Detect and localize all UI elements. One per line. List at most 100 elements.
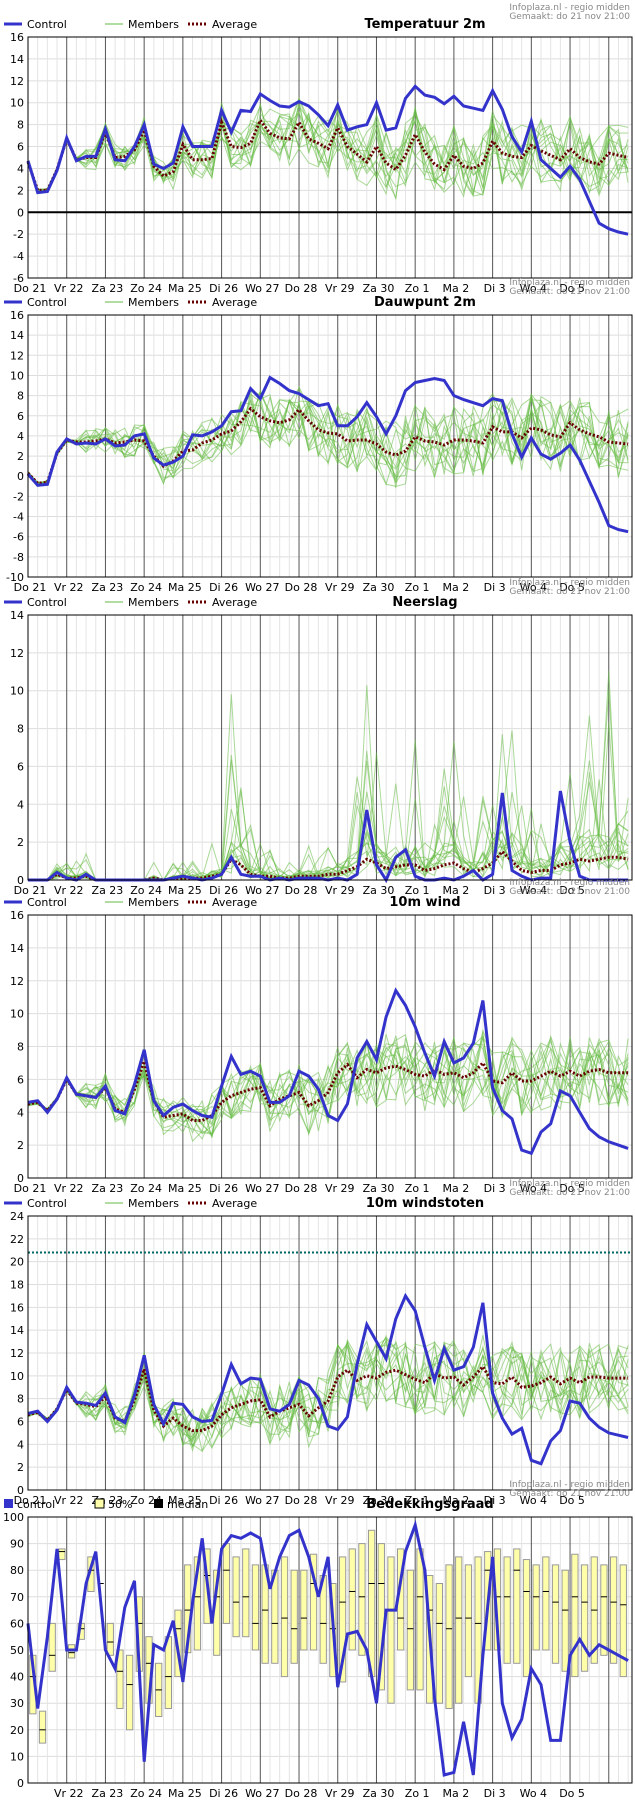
ensemble-member-line [27,1034,629,1132]
chart-panel: 0 10 20 30 40 50 60 70 80 90 100 Vr 22 Za 23 Zo 24 Ma … [3,1480,633,1800]
ensemble-member-line [27,1338,629,1449]
x-tick-label: Zo 24 [130,581,162,594]
legend-50pct-swatch [94,1498,105,1509]
box-50pct [48,1622,56,1672]
box-50pct [551,1564,560,1664]
box-50pct [358,1543,366,1656]
x-tick-label: Do 28 [285,1787,318,1800]
box-50pct [58,1548,66,1561]
y-tick-label: -6 [13,531,24,544]
box-50pct [367,1529,376,1678]
x-tick-label: Do 5 [559,884,585,897]
x-tick-label: Wo 4 [520,1494,547,1507]
box-50pct [222,1543,231,1624]
ensemble-member-line [27,119,629,200]
x-tick-label: Do 28 [285,581,318,594]
y-tick-label: -8 [13,551,24,564]
y-tick-label: 50 [10,1644,24,1657]
y-tick-label: 12 [10,349,24,362]
x-tick-label: Zo 1 [405,1182,430,1195]
average-line [28,849,629,882]
x-tick-label: Vr 22 [54,884,84,897]
legend-control-label: Control [27,18,67,31]
x-tick-label: Ma 2 [443,282,470,295]
y-tick-label: 4 [17,1106,24,1119]
x-tick-label: Za 30 [363,1182,395,1195]
legend-control-label: Control [27,896,67,909]
box-50pct [280,1556,289,1678]
y-tick-label: 12 [10,75,24,88]
legend-median-label: median [167,1498,208,1511]
legend-members-label: Members [128,596,179,609]
ensemble-member-line [27,99,629,193]
y-tick-label: -4 [13,250,24,263]
legend-average-label: Average [212,596,257,609]
x-tick-label: Vr 29 [325,581,355,594]
made-label: Gemaakt: do 21 nov 21:00 [509,12,630,22]
x-tick-label: Wo 4 [520,1182,547,1195]
x-tick-label: Wo 4 [520,884,547,897]
box-50pct [38,1710,47,1744]
ensemble-member-line [27,1340,629,1448]
source-label: Infoplaza.nl - regio midden [509,878,630,888]
box-50pct [232,1556,240,1638]
x-tick-label: Ma 25 [168,282,202,295]
average-line [27,1363,629,1433]
y-tick-label: 90 [10,1538,24,1551]
box-50pct [522,1559,531,1678]
x-tick-label: Za 23 [92,282,124,295]
x-tick-label: Za 23 [92,1182,124,1195]
x-tick-label: Vr 22 [54,282,84,295]
x-tick-label: Wo 27 [245,1787,279,1800]
legend-average-label: Average [212,296,257,309]
box-50pct [464,1564,473,1678]
box-50pct [580,1564,589,1672]
y-tick-label: -2 [13,490,24,503]
control-line [27,1292,629,1466]
y-tick-label: 60 [10,1617,24,1630]
x-tick-label: Za 23 [92,884,124,897]
chart-panel: -6 -4 -2 0 2 4 6 8 10 12 14 16 Do 21 Vr 22 Za 23 Zo 24 M… [4,3,633,295]
y-tick-label: 14 [10,329,24,342]
x-tick-label: Za 30 [363,1787,395,1800]
legend-average-label: Average [212,1197,257,1210]
legend-members-label: Members [128,1197,179,1210]
ensemble-member-line [27,1340,629,1453]
x-tick-label: Vr 29 [325,282,355,295]
y-tick-label: 12 [10,975,24,988]
y-tick-label: 8 [17,723,24,736]
legend-members-label: Members [128,18,179,31]
y-tick-label: 12 [10,1347,24,1360]
y-tick-label: 22 [10,1233,24,1246]
y-tick-label: 2 [17,836,24,849]
x-tick-label: Wo 4 [520,282,547,295]
plot-border [27,36,633,279]
y-tick-label: 16 [10,909,24,922]
x-tick-label: Do 21 [14,884,47,897]
y-tick-label: 16 [10,31,24,44]
ensemble-member-line [27,1043,629,1135]
x-tick-label: Zo 1 [405,581,430,594]
x-tick-label: Do 21 [14,1182,47,1195]
x-tick-label: Wo 27 [245,282,279,295]
y-tick-label: 14 [10,942,24,955]
made-label: Gemaakt: do 21 nov 21:00 [509,287,630,297]
x-tick-label: Wo 27 [245,1182,279,1195]
source-label: Infoplaza.nl - regio midden [509,278,630,288]
source-label: Infoplaza.nl - regio midden [509,578,630,588]
y-tick-label: 18 [10,1279,24,1292]
box-50pct [300,1569,308,1651]
x-tick-label: Ma 2 [443,1494,470,1507]
ensemble-member-line [27,1036,629,1134]
y-tick-label: 8 [17,1393,24,1406]
box-50pct [387,1556,395,1704]
y-tick-label: 0 [17,470,24,483]
y-tick-label: 4 [17,1438,24,1451]
x-tick-label: Do 28 [285,1494,318,1507]
x-tick-label: Do 21 [14,1494,47,1507]
x-tick-label: Zo 24 [130,1182,162,1195]
x-tick-label: Do 21 [14,581,47,594]
y-tick-label: 0 [17,874,24,887]
